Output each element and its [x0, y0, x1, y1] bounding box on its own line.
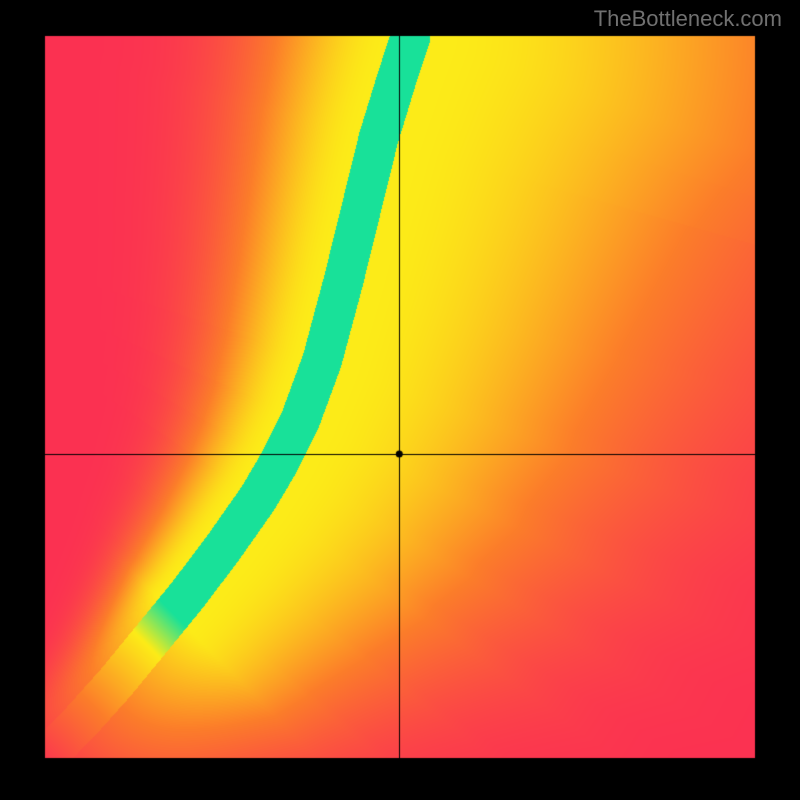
chart-container: TheBottleneck.com: [0, 0, 800, 800]
watermark-text: TheBottleneck.com: [594, 6, 782, 32]
heatmap-canvas: [0, 0, 800, 800]
